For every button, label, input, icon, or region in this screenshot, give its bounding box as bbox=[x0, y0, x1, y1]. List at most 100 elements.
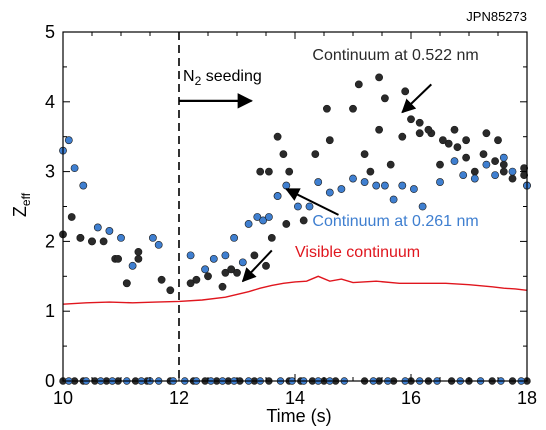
continuum-0261-point bbox=[186, 251, 195, 260]
series-continuum-0522 bbox=[59, 73, 531, 295]
continuum-0261-point bbox=[282, 181, 291, 190]
continuum-0261-point bbox=[380, 181, 389, 190]
continuum-0522-point bbox=[424, 125, 433, 134]
continuum-0522-point bbox=[262, 261, 270, 270]
continuum-0261-point bbox=[105, 227, 114, 235]
continuum-0261-point bbox=[64, 136, 73, 145]
y-axis-label-sub: eff bbox=[19, 192, 33, 206]
continuum-0522-point bbox=[273, 132, 282, 141]
continuum-0522-point bbox=[99, 237, 108, 246]
continuum-0261-point bbox=[79, 181, 88, 190]
continuum-0261-point bbox=[70, 164, 79, 173]
continuum-0522-point bbox=[299, 216, 308, 225]
annotations: N2 seeding Continuum at 0.522 nm Continuum… bbox=[179, 47, 479, 283]
continuum-0261-point bbox=[148, 234, 157, 242]
continuum-0522-point bbox=[366, 167, 375, 176]
y-tick-label: 2 bbox=[45, 231, 55, 251]
continuum-0522-point bbox=[407, 115, 415, 124]
continuum-0522-point bbox=[233, 268, 241, 277]
continuum-0522-point bbox=[354, 80, 363, 89]
continuum-0522-point bbox=[311, 150, 320, 159]
continuum-0522-point bbox=[360, 150, 369, 159]
continuum-0261-point bbox=[221, 251, 230, 260]
continuum-0261-point bbox=[244, 220, 253, 228]
x-tick-label: 12 bbox=[169, 388, 189, 408]
continuum-0522-point bbox=[436, 160, 444, 169]
continuum-0522-point bbox=[491, 157, 499, 166]
continuum-0522-point bbox=[401, 87, 410, 96]
x-tick-label: 10 bbox=[53, 388, 73, 408]
continuum-0522-point bbox=[462, 136, 470, 145]
continuum-0261-point bbox=[491, 171, 499, 179]
continuum-0522-point bbox=[114, 254, 122, 263]
y-tick-label: 1 bbox=[45, 301, 55, 321]
continuum-0522-point bbox=[267, 234, 276, 242]
continuum-0522-point bbox=[186, 279, 195, 288]
continuum-0522-point bbox=[438, 136, 447, 145]
continuum-0261-point bbox=[117, 234, 125, 242]
continuum-0261-point bbox=[201, 265, 209, 274]
continuum-0522-point bbox=[282, 220, 291, 228]
x-tick-label: 16 bbox=[401, 388, 421, 408]
continuum-0522-arrow bbox=[401, 83, 432, 114]
continuum-0522-point bbox=[325, 136, 334, 145]
n2-label-rest: seeding bbox=[201, 68, 262, 85]
continuum-0522-point bbox=[166, 286, 175, 295]
visible-continuum-label: Visible continuum bbox=[295, 244, 420, 261]
continuum-0522-point bbox=[482, 129, 491, 138]
continuum-0522-point bbox=[470, 167, 479, 176]
continuum-0261-point bbox=[253, 213, 262, 221]
continuum-0522-point bbox=[134, 254, 143, 263]
continuum-0522-point bbox=[204, 272, 212, 281]
continuum-0261-point bbox=[305, 202, 314, 211]
visible-continuum-arrow bbox=[241, 249, 273, 283]
continuum-0522-point bbox=[250, 251, 259, 260]
continuum-0522-point bbox=[322, 104, 331, 113]
continuum-0522-point bbox=[67, 213, 76, 221]
continuum-0522-point bbox=[375, 125, 383, 134]
continuum-0522-point bbox=[386, 160, 395, 169]
continuum-0261-point bbox=[337, 185, 346, 193]
continuum-0522-point bbox=[415, 129, 424, 138]
continuum-0261-point bbox=[293, 202, 302, 211]
continuum-0261-point bbox=[325, 188, 334, 197]
continuum-0522-point bbox=[88, 237, 96, 246]
continuum-0522-point bbox=[76, 234, 85, 242]
continuum-0522-point bbox=[134, 247, 143, 256]
continuum-0522-point bbox=[450, 125, 459, 134]
continuum-0261-point bbox=[409, 185, 418, 193]
continuum-0522-point bbox=[479, 150, 488, 159]
continuum-0522-point bbox=[221, 268, 230, 277]
x-axis-label: Time (s) bbox=[266, 406, 331, 426]
continuum-0522-point bbox=[227, 265, 236, 274]
continuum-0261-point bbox=[398, 181, 407, 190]
continuum-0261-point bbox=[93, 223, 102, 232]
continuum-0522-point bbox=[285, 167, 294, 176]
shot-label: JPN85273 bbox=[466, 9, 527, 24]
continuum-0522-point bbox=[499, 167, 508, 176]
continuum-0522-point bbox=[444, 139, 453, 148]
continuum-0522-point bbox=[462, 153, 470, 162]
continuum-0261-point bbox=[314, 178, 323, 186]
continuum-0522-point bbox=[218, 282, 227, 291]
continuum-0261-point bbox=[499, 153, 508, 162]
continuum-0261-arrow bbox=[285, 188, 339, 216]
continuum-0261-point bbox=[259, 216, 267, 225]
continuum-0261-point bbox=[450, 157, 459, 166]
continuum-0261-point bbox=[418, 202, 427, 211]
continuum-0261-point bbox=[238, 258, 247, 267]
n2-label-sub: 2 bbox=[195, 74, 202, 88]
continuum-0261-point bbox=[372, 181, 381, 190]
continuum-0261-point bbox=[128, 261, 137, 270]
continuum-0261-point bbox=[508, 167, 517, 176]
y-tick-label: 0 bbox=[45, 371, 55, 391]
y-axis-label-base: Z bbox=[10, 206, 30, 217]
continuum-0261-point bbox=[273, 192, 282, 200]
continuum-0261-point bbox=[209, 254, 218, 263]
y-axis-label: Zeff bbox=[10, 192, 33, 217]
continuum-0261-point bbox=[349, 174, 357, 183]
visible-continuum-series bbox=[62, 275, 528, 305]
continuum-0261-point bbox=[389, 195, 398, 204]
x-tick-label: 14 bbox=[285, 388, 305, 408]
